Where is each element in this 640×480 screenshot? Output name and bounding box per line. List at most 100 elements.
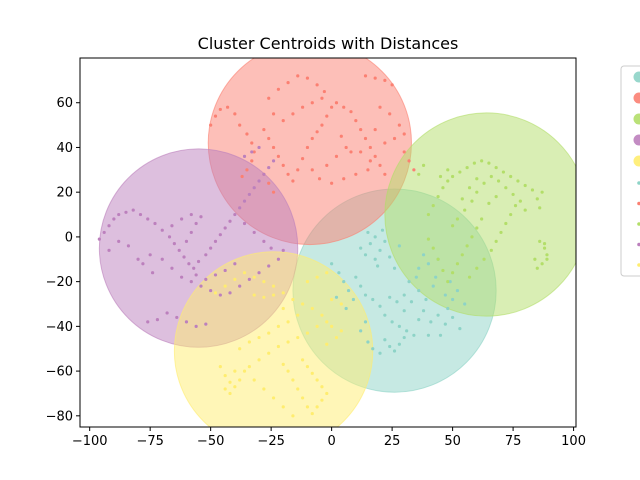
cluster-point [320, 123, 324, 127]
cluster-point [431, 284, 435, 288]
cluster-point [390, 83, 394, 87]
x-tick-label: 100 [561, 434, 586, 449]
cluster-point [460, 197, 464, 201]
cluster-point [376, 264, 380, 268]
cluster-point [286, 81, 290, 85]
cluster-point [271, 396, 276, 400]
cluster-point [487, 201, 491, 205]
cluster-point [291, 297, 295, 302]
cluster-point [252, 275, 256, 279]
cluster-point [262, 295, 266, 299]
cluster-point [371, 297, 375, 302]
cluster-point [513, 204, 518, 208]
cluster-point [267, 264, 271, 268]
cluster-point [426, 262, 431, 266]
cluster-point [126, 244, 130, 248]
cluster-point [523, 183, 527, 188]
cluster-point [407, 159, 411, 163]
cluster-point [252, 230, 256, 235]
cluster-point [296, 74, 300, 78]
cluster-point [509, 212, 513, 217]
cluster-point [320, 313, 324, 317]
cluster-point [172, 242, 176, 246]
cluster-point [204, 277, 208, 281]
cluster-point [228, 391, 232, 396]
cluster-point [421, 163, 426, 167]
cluster-point [296, 313, 300, 317]
cluster-point [250, 141, 254, 145]
cluster-point [177, 248, 181, 252]
y-tick-label: 0 [65, 230, 73, 245]
cluster-point [366, 230, 370, 235]
cluster-point [112, 217, 116, 221]
cluster-point [257, 358, 261, 362]
cluster-point [305, 331, 310, 335]
cluster-point [330, 262, 334, 266]
cluster-point [545, 257, 549, 261]
cluster-point [247, 340, 251, 344]
cluster-point [238, 123, 242, 127]
cluster-point [417, 318, 421, 322]
cluster-point [390, 320, 394, 324]
cluster-point [300, 105, 305, 109]
cluster-point [417, 266, 421, 270]
cluster-point [368, 242, 372, 246]
cluster-point [317, 177, 322, 181]
cluster-point [267, 136, 271, 141]
cluster-point [392, 266, 397, 270]
cluster-point [233, 369, 237, 373]
cluster-point [373, 257, 377, 261]
cluster-point [209, 246, 213, 250]
cluster-point [330, 297, 334, 302]
cluster-point [245, 168, 249, 172]
x-tick-label: −75 [136, 434, 163, 449]
cluster-point [325, 391, 329, 396]
cluster-point [228, 380, 232, 384]
cluster-point [458, 327, 462, 331]
cluster-point [511, 192, 515, 197]
cluster-point [339, 329, 343, 333]
cluster-point [175, 315, 179, 320]
cluster-point [334, 154, 339, 158]
cluster-point [436, 313, 440, 317]
cluster-point [218, 107, 222, 112]
cluster-point [315, 324, 319, 328]
cluster-point [330, 181, 334, 185]
cluster-point [342, 105, 346, 109]
cluster-point [247, 192, 251, 197]
cluster-point [199, 215, 203, 219]
cluster-point [455, 288, 460, 293]
cluster-point [170, 266, 174, 270]
cluster-point [397, 324, 401, 328]
cluster-point [117, 239, 121, 243]
cluster-point [494, 165, 498, 170]
legend-marker-points [637, 263, 640, 267]
cluster-point [97, 237, 101, 241]
cluster-point [538, 239, 542, 243]
cluster-point [412, 333, 416, 337]
cluster-point [315, 130, 319, 134]
cluster-point [354, 275, 358, 279]
cluster-point [262, 239, 266, 243]
cluster-point [291, 414, 295, 418]
cluster-point [426, 237, 431, 241]
cluster-point [300, 396, 305, 400]
cluster-point [467, 275, 472, 279]
cluster-point [286, 369, 290, 373]
cluster-point [310, 101, 314, 105]
cluster-point [267, 96, 271, 100]
cluster-point [257, 145, 261, 150]
cluster-point [463, 208, 467, 212]
cluster-point [482, 257, 486, 261]
cluster-radius-circle [173, 251, 374, 427]
cluster-point [286, 320, 290, 324]
cluster-point [460, 253, 464, 257]
cluster-point [184, 320, 189, 324]
cluster-point [402, 309, 406, 313]
cluster-point [388, 295, 392, 299]
cluster-point [402, 132, 406, 136]
cluster-point [257, 179, 261, 183]
x-tick-label: 50 [444, 434, 461, 449]
cluster-point [499, 230, 503, 235]
cluster-point [339, 134, 343, 138]
